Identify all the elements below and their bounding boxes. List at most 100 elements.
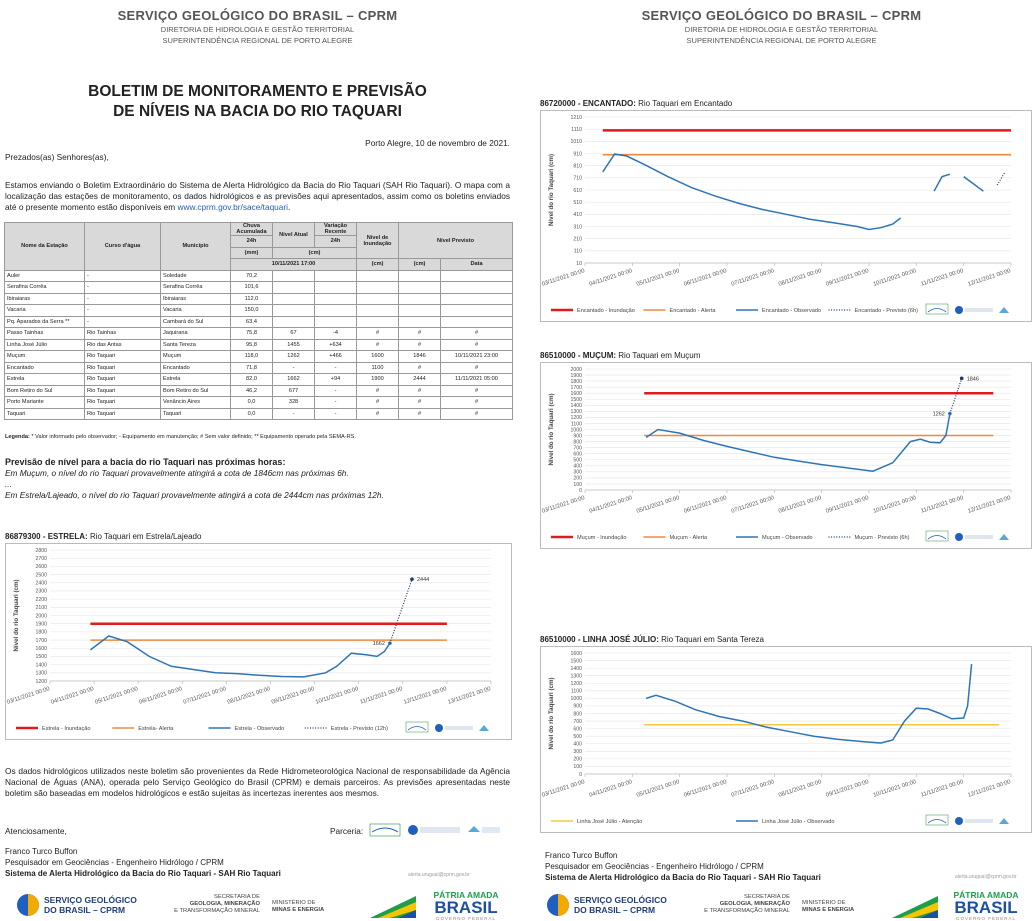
ana-logo xyxy=(468,826,480,832)
chart: 0100200300400500600700800900100011001200… xyxy=(540,362,1032,549)
th: Nível Previsto xyxy=(398,222,513,259)
x-tick-label: 03/11/2021 00:00 xyxy=(6,686,50,706)
table-cell: Bom Retiro do Sul xyxy=(4,384,85,397)
table-cell xyxy=(272,269,315,282)
table-cell xyxy=(356,304,399,317)
sig-name: Franco Turco Buffon xyxy=(5,847,78,856)
th: Curso d'água xyxy=(84,222,161,271)
table-cell xyxy=(272,315,315,328)
y-tick-label: 1010 xyxy=(570,139,582,145)
x-tick-label: 04/11/2021 00:00 xyxy=(50,686,94,706)
table-cell: # xyxy=(398,338,441,351)
y-tick-label: 900 xyxy=(573,433,582,439)
rede-logo xyxy=(369,823,401,837)
rede-logo xyxy=(405,721,429,733)
x-tick-label: 05/11/2021 00:00 xyxy=(636,779,680,799)
table-cell xyxy=(356,269,399,282)
x-tick-label: 11/11/2021 00:00 xyxy=(920,495,964,514)
x-tick-label: 06/11/2021 00:00 xyxy=(139,686,183,706)
legend-label: Muçum - Inundação xyxy=(577,535,626,541)
y-tick-label: 1800 xyxy=(570,379,582,385)
table-cell: Taquari xyxy=(160,407,231,420)
rede-logo-wave xyxy=(927,819,947,824)
y-tick-label: 2400 xyxy=(35,581,47,587)
cprm-line: DO BRASIL – CPRM xyxy=(44,905,126,915)
chart-subtitle: Rio Taquari em Muçum xyxy=(618,351,701,360)
data-label: 1262 xyxy=(933,412,945,418)
table-cell: Serafina Corrêa xyxy=(4,281,85,294)
y-tick-label: 100 xyxy=(573,482,582,488)
table-cell xyxy=(314,269,357,282)
th: Nível de Inundação xyxy=(356,222,399,259)
th: (mm) xyxy=(230,246,273,259)
legend-label: Encantado - Inundação xyxy=(577,308,635,314)
table-cell: # xyxy=(356,327,399,340)
x-tick-label: 12/11/2021 00:00 xyxy=(967,268,1011,288)
cprm-logo xyxy=(955,817,963,825)
sec-line: SECRETARIA DE xyxy=(214,894,260,900)
cprm-text: SERVIÇO GEOLÓGICO DO BRASIL – CPRM xyxy=(44,895,137,915)
y-tick-label: 1300 xyxy=(35,671,47,677)
x-tick-label: 06/11/2021 00:00 xyxy=(683,268,727,288)
secretaria: SECRETARIA DE GEOLOGIA, MINERAÇÃO E TRANSF… xyxy=(690,894,790,915)
table-cell: 10/11/2021 23:00 xyxy=(440,350,513,363)
th: (cm) xyxy=(356,258,399,271)
table-cell xyxy=(398,269,441,282)
th: Data xyxy=(440,258,513,271)
y-tick-label: 1400 xyxy=(570,666,582,672)
y-axis-label: Nível do rio Taquari (cm) xyxy=(13,579,20,651)
table-cell: Santa Tereza xyxy=(160,338,231,351)
cprm-line: SERVIÇO GEOLÓGICO xyxy=(44,895,137,905)
y-tick-label: 1200 xyxy=(570,681,582,687)
table-row: Vacaria - Vacaria 150,0 xyxy=(4,304,513,317)
table-cell xyxy=(440,269,513,282)
table-cell: # xyxy=(440,384,513,397)
rede-logo xyxy=(925,814,949,826)
sec-line: GEOLOGIA, MINERAÇÃO xyxy=(189,901,260,907)
brasil-line: GOVERNO FEDERAL xyxy=(955,916,1016,921)
table-row: Taquari Rio Taquari Taquari 0,0- - # # # xyxy=(4,407,513,420)
table-cell xyxy=(440,315,513,328)
x-tick-label: 08/11/2021 00:00 xyxy=(778,495,822,515)
table-cell: Passo Tainhas xyxy=(4,327,85,340)
table-cell: 0,0 xyxy=(230,396,273,409)
y-tick-label: 2100 xyxy=(35,605,47,611)
min-line: MINISTÉRIO DE xyxy=(272,900,316,906)
office: SUPERINTENDÊNCIA REGIONAL DE PORTO ALEGR… xyxy=(686,36,877,45)
table-cell: 0,0 xyxy=(230,407,273,420)
y-tick-label: 1400 xyxy=(35,662,47,668)
table-cell: Rio Tainhas xyxy=(84,327,161,340)
x-tick-label: 06/11/2021 00:00 xyxy=(683,495,727,515)
table-cell: Soledade xyxy=(160,269,231,282)
table-cell: 1100 xyxy=(356,361,399,374)
x-tick-label: 10/11/2021 00:00 xyxy=(315,686,359,706)
table-cell: # xyxy=(398,396,441,409)
table-cell: # xyxy=(398,407,441,420)
series-line xyxy=(996,171,1006,186)
x-tick-label: 09/11/2021 00:00 xyxy=(825,495,869,515)
intro-link[interactable]: www.cprm.gov.br/sace/taquari xyxy=(177,202,289,212)
table-cell: Porto Mariante xyxy=(4,396,85,409)
ana-logo xyxy=(999,307,1009,313)
x-tick-label: 05/11/2021 00:00 xyxy=(94,686,138,706)
point-marker xyxy=(410,577,414,581)
greeting: Prezados(as) Senhores(as), xyxy=(5,152,109,162)
table-cell: Muçum xyxy=(160,350,231,363)
table-cell: Rio Taquari xyxy=(84,361,161,374)
y-tick-label: 1600 xyxy=(570,651,582,657)
x-tick-label: 08/11/2021 00:00 xyxy=(778,779,822,799)
min-line: MINISTÉRIO DE xyxy=(802,900,846,906)
x-tick-label: 03/11/2021 00:00 xyxy=(541,779,585,799)
x-tick-label: 12/11/2021 00:00 xyxy=(403,686,447,706)
footer: SERVIÇO GEOLÓGICO DO BRASIL – CPRM SECRET… xyxy=(10,888,515,921)
header: SERVIÇO GEOLÓGICO DO BRASIL – CPRM DIRET… xyxy=(530,8,1033,45)
table-cell xyxy=(356,315,399,328)
table-cell: 95,8 xyxy=(230,338,273,351)
table-cell xyxy=(272,292,315,305)
table-row: Bom Retiro do Sul Rio Taquari Bom Retiro d… xyxy=(4,384,513,397)
table-cell xyxy=(314,281,357,294)
legend-label: Estrela- Alerta xyxy=(138,726,174,732)
table-cell: Ibiraiaras xyxy=(4,292,85,305)
station-table: Nome da Estação Curso d'água Município Chuv… xyxy=(4,222,513,420)
